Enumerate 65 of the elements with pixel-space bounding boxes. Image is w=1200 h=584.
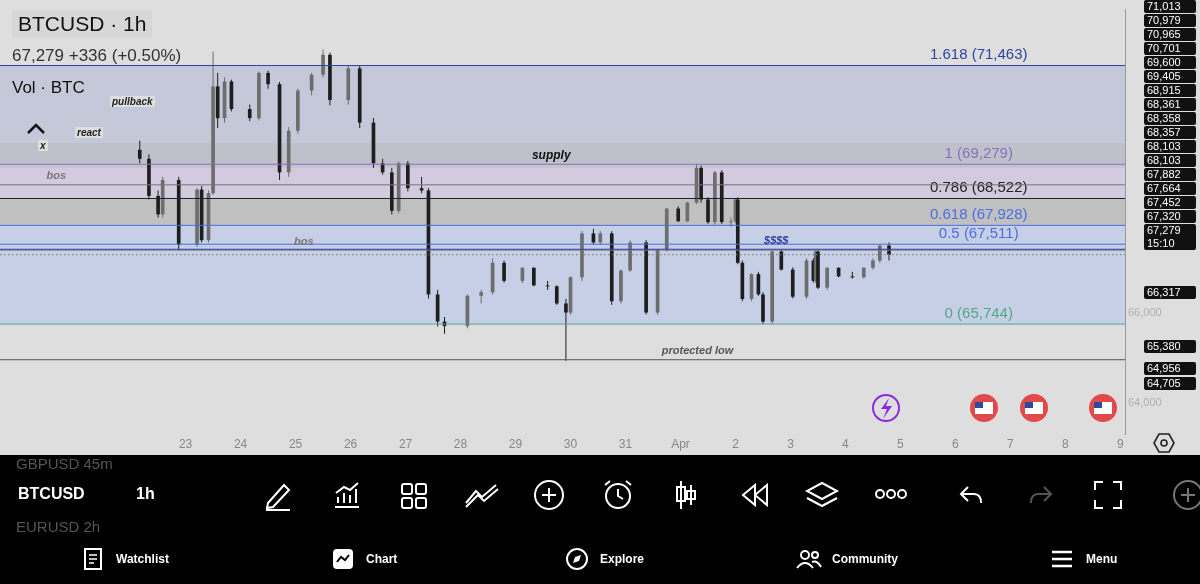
x-tick-label: 25 bbox=[288, 437, 303, 452]
x-tick-label: 9 bbox=[1117, 437, 1125, 452]
x-tick-label: 5 bbox=[897, 437, 905, 452]
text: 70,965 bbox=[1144, 28, 1196, 41]
x-tick-label: 24 bbox=[233, 437, 248, 452]
text: 68,103 bbox=[1144, 154, 1196, 167]
x-tick-label: 3 bbox=[787, 437, 795, 452]
x-tick-label: 30 bbox=[563, 437, 578, 452]
text: Chart bbox=[366, 552, 398, 566]
ref-line-label: 0.786 (68,522) bbox=[929, 178, 1028, 196]
text: 67,664 bbox=[1144, 182, 1196, 195]
annotation: Vol · BTC bbox=[12, 78, 85, 98]
x-tick-label: 23 bbox=[178, 437, 193, 452]
text: 67,452 bbox=[1144, 196, 1196, 209]
text: 67,279 +336 (+0.50%) bbox=[12, 46, 182, 66]
x-tick-label: 26 bbox=[343, 437, 358, 452]
text: EURUSD 2h bbox=[16, 518, 101, 535]
text: 68,358 bbox=[1144, 112, 1196, 125]
text: 1h bbox=[136, 485, 155, 503]
text: 65,380 bbox=[1144, 340, 1196, 353]
x-tick-label: 8 bbox=[1062, 437, 1070, 452]
text: 64,705 bbox=[1144, 377, 1196, 390]
x-tick-label: 2 bbox=[732, 437, 740, 452]
ref-line-label: 0 (65,744) bbox=[944, 303, 1013, 321]
band-label: supply bbox=[531, 147, 572, 162]
x-tick-label: 7 bbox=[1007, 437, 1015, 452]
text: BTCUSD bbox=[18, 485, 85, 503]
x-tick-label: Apr bbox=[671, 437, 690, 452]
ref-line-label: bos bbox=[46, 169, 67, 182]
x-tick-label: 28 bbox=[453, 437, 468, 452]
text: Menu bbox=[1086, 552, 1118, 566]
text: 71,013 bbox=[1144, 0, 1196, 13]
text: 70,979 bbox=[1144, 14, 1196, 27]
annotation: react bbox=[75, 127, 103, 138]
text: 67,320 bbox=[1144, 210, 1196, 223]
text: 64,956 bbox=[1144, 362, 1196, 375]
x-tick-label: 4 bbox=[842, 437, 850, 452]
x-tick-label: 27 bbox=[398, 437, 413, 452]
text: Community bbox=[832, 552, 898, 566]
ref-line-label: $$$$ bbox=[763, 233, 790, 246]
text: Explore bbox=[600, 552, 645, 566]
annotation: pullback bbox=[110, 96, 155, 107]
ref-line-label: protected low bbox=[660, 344, 735, 357]
text: 68,361 bbox=[1144, 98, 1196, 111]
text: 68,357 bbox=[1144, 126, 1196, 139]
annotation: x bbox=[38, 140, 48, 151]
text: 70,701 bbox=[1144, 42, 1196, 55]
ref-line-label: 1 (69,279) bbox=[944, 143, 1013, 161]
text: 68,103 bbox=[1144, 140, 1196, 153]
x-tick-label: 31 bbox=[618, 437, 633, 452]
text: Watchlist bbox=[116, 552, 169, 566]
text: 68,915 bbox=[1144, 84, 1196, 97]
text: 67,279 15:10 bbox=[1144, 224, 1196, 250]
text: 66,317 bbox=[1144, 286, 1196, 299]
text: 69,600 bbox=[1144, 56, 1196, 69]
chart-title: BTCUSD · 1h bbox=[12, 10, 153, 38]
x-tick-label: 29 bbox=[508, 437, 523, 452]
x-tick-label: 6 bbox=[952, 437, 960, 452]
text: GBPUSD 45m bbox=[16, 455, 113, 472]
ref-line-label: 0.5 (67,511) bbox=[938, 223, 1019, 241]
text: 69,405 bbox=[1144, 70, 1196, 83]
ref-line-label: 0.618 (67,928) bbox=[929, 205, 1028, 222]
ref-line-label: 1.618 (71,463) bbox=[929, 45, 1028, 63]
text: 67,882 bbox=[1144, 168, 1196, 181]
ref-line-label: bos bbox=[293, 234, 314, 247]
